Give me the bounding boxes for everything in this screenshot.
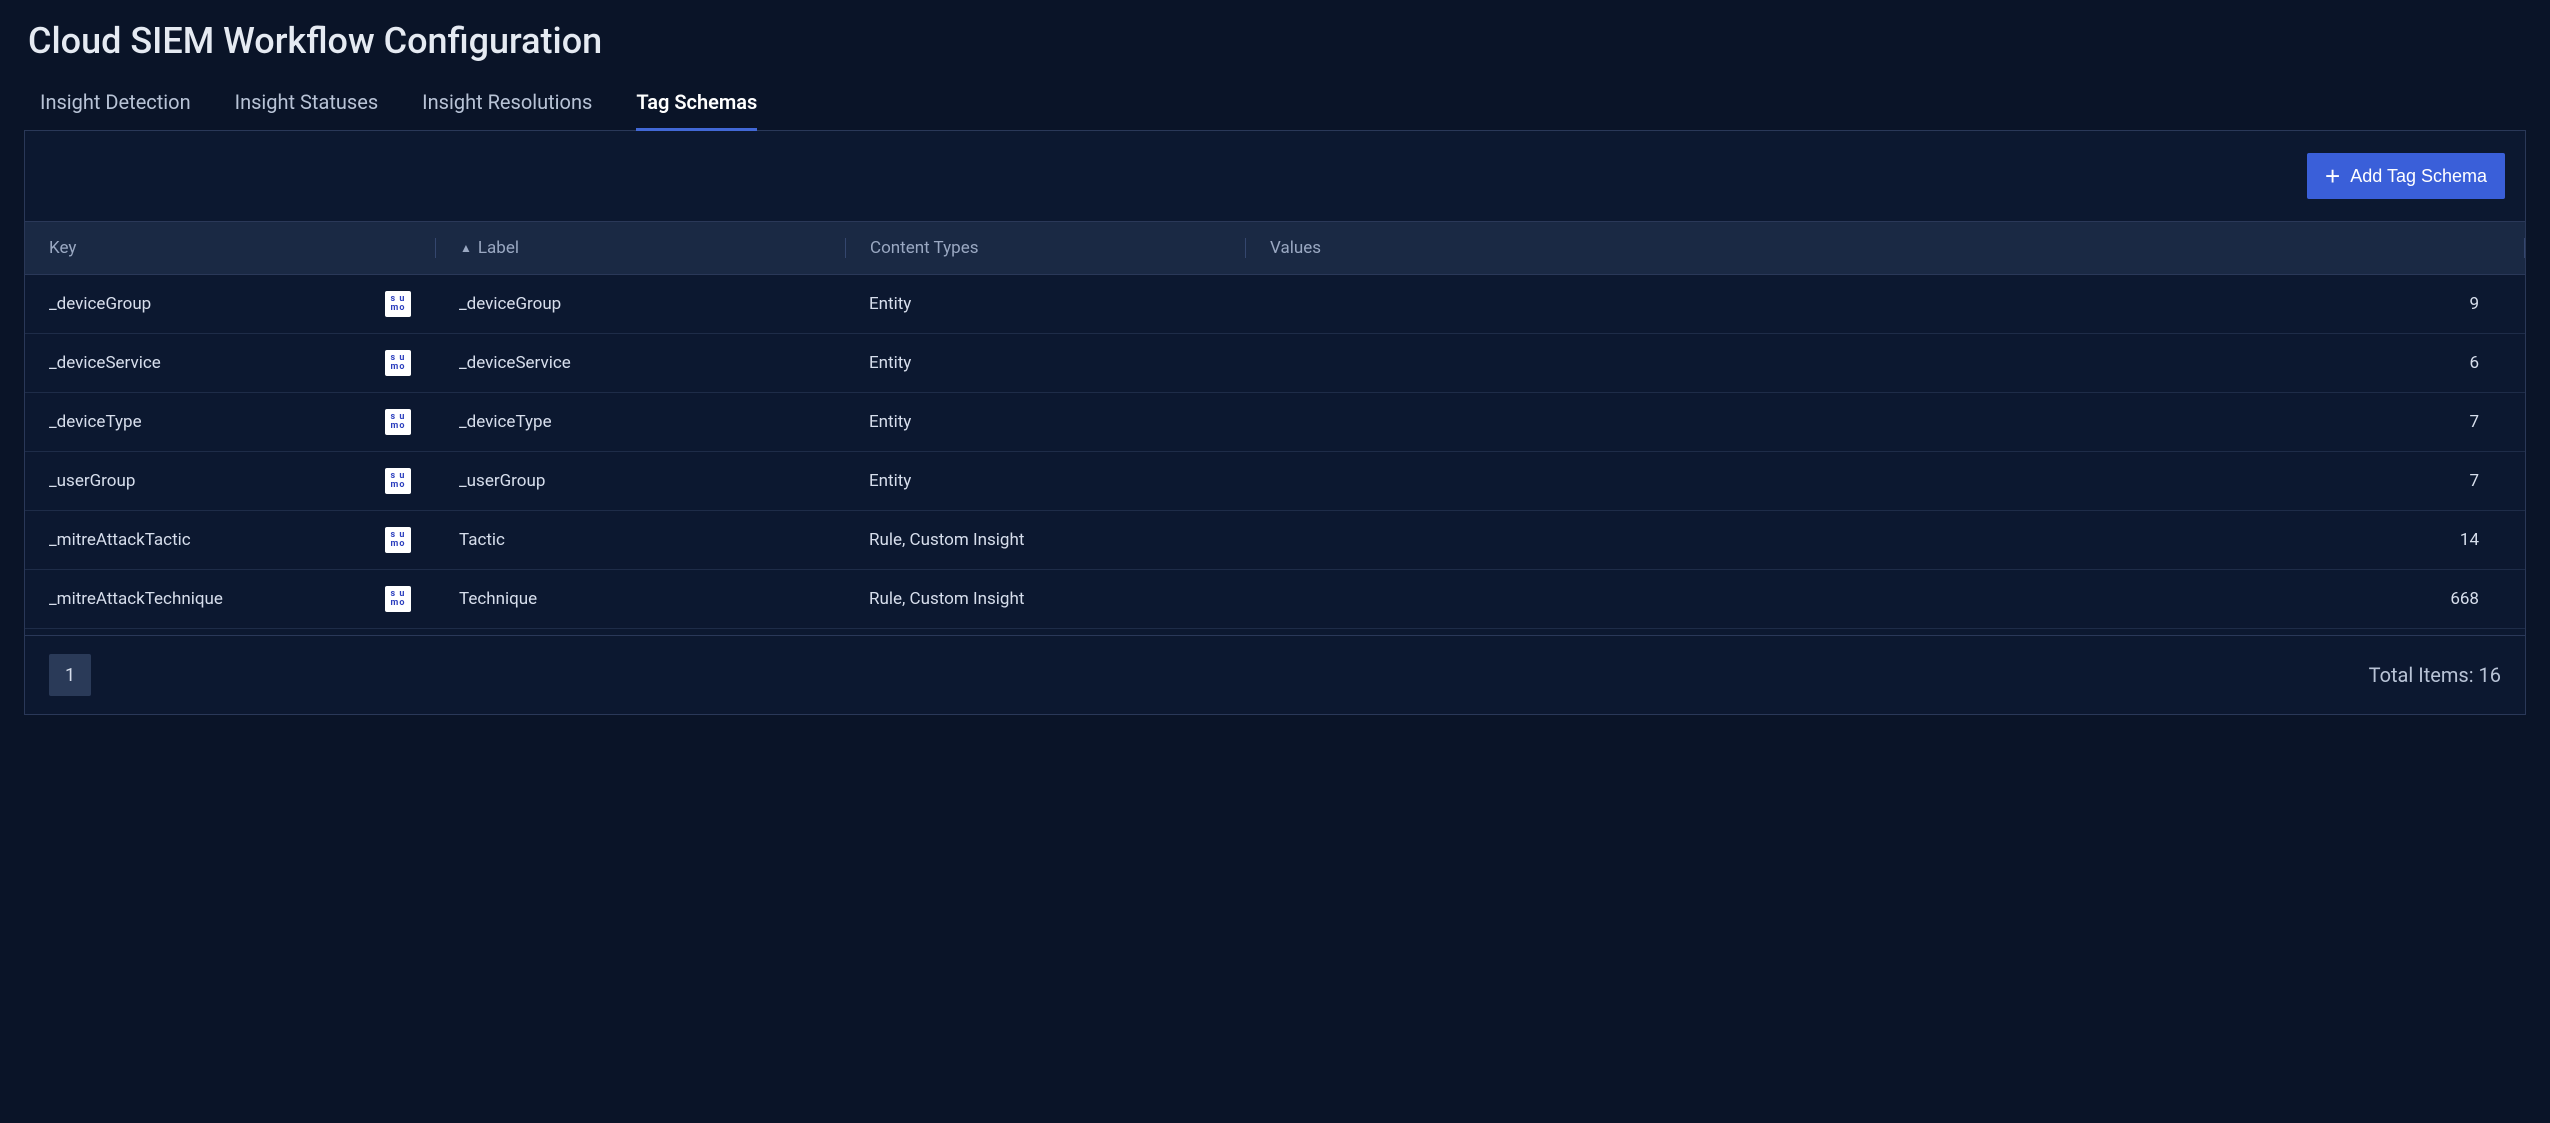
sumo-badge-icon: s umo (385, 527, 411, 553)
cell-key: _deviceType s umo (25, 409, 435, 435)
sumo-badge-icon: s umo (385, 468, 411, 494)
cell-values: 14 (1245, 530, 2525, 550)
add-tag-schema-button[interactable]: + Add Tag Schema (2307, 153, 2505, 199)
sumo-badge-icon: s umo (385, 586, 411, 612)
cell-content-types: Entity (845, 353, 1245, 373)
table-footer: 1 Total Items: 16 (25, 635, 2525, 714)
add-button-label: Add Tag Schema (2350, 166, 2487, 187)
table-row[interactable]: _userGroups umo_userGroupEntity7 (25, 452, 2525, 511)
cell-label: _deviceService (435, 353, 845, 373)
table-row[interactable]: _deviceTypes umo_deviceTypeEntity7 (25, 393, 2525, 452)
column-header-values[interactable]: Values (1245, 238, 2525, 258)
key-text: _mitreAttackTactic (49, 530, 191, 550)
column-header-label[interactable]: ▲ Label (435, 238, 845, 258)
cell-label: Technique (435, 589, 845, 609)
cell-values: 6 (1245, 353, 2525, 373)
tab-insight-resolutions[interactable]: Insight Resolutions (422, 90, 592, 131)
total-items-label: Total Items: 16 (2369, 663, 2501, 687)
sumo-badge-icon: s umo (385, 409, 411, 435)
table-row[interactable]: _deviceServices umo_deviceServiceEntity6 (25, 334, 2525, 393)
key-text: _userGroup (49, 471, 135, 491)
page-title: Cloud SIEM Workflow Configuration (28, 20, 2526, 62)
cell-content-types: Entity (845, 412, 1245, 432)
cell-label: _userGroup (435, 471, 845, 491)
cell-key: _mitreAttackTechnique s umo (25, 586, 435, 612)
cell-key: _mitreAttackTactic s umo (25, 527, 435, 553)
cell-content-types: Entity (845, 471, 1245, 491)
sumo-badge-icon: s umo (385, 291, 411, 317)
cell-values: 668 (1245, 589, 2525, 609)
cell-label: _deviceGroup (435, 294, 845, 314)
cell-values: 7 (1245, 471, 2525, 491)
toolbar: + Add Tag Schema (25, 131, 2525, 221)
cell-key: _userGroup s umo (25, 468, 435, 494)
cell-values: 7 (1245, 412, 2525, 432)
cell-content-types: Entity (845, 294, 1245, 314)
tab-insight-detection[interactable]: Insight Detection (40, 90, 191, 131)
cell-label: Tactic (435, 530, 845, 550)
content-panel: + Add Tag Schema Key ▲ Label Content Typ… (24, 130, 2526, 715)
cell-content-types: Rule, Custom Insight (845, 589, 1245, 609)
table-row[interactable]: _mitreAttackTechnique s umo TechniqueRule,… (25, 570, 2525, 629)
cell-key: _deviceService s umo (25, 350, 435, 376)
key-text: _deviceGroup (49, 294, 151, 314)
column-header-label-text: Label (478, 238, 519, 258)
key-text: _mitreAttackTechnique (49, 589, 223, 609)
sumo-badge-icon: s umo (385, 350, 411, 376)
tab-tag-schemas[interactable]: Tag Schemas (636, 90, 757, 131)
cell-key: _deviceGroup s umo (25, 291, 435, 317)
sort-asc-icon: ▲ (460, 241, 472, 255)
cell-values: 9 (1245, 294, 2525, 314)
key-text: _deviceType (49, 412, 142, 432)
column-header-content-types[interactable]: Content Types (845, 238, 1245, 258)
tabs: Insight Detection Insight Statuses Insig… (40, 90, 2526, 131)
cell-label: _deviceType (435, 412, 845, 432)
table-row[interactable]: _mitreAttackTactic s umo TacticRule, Custo… (25, 511, 2525, 570)
page-number-button[interactable]: 1 (49, 654, 91, 696)
tab-insight-statuses[interactable]: Insight Statuses (235, 90, 379, 131)
plus-icon: + (2325, 163, 2340, 189)
key-text: _deviceService (49, 353, 161, 373)
column-header-key[interactable]: Key (25, 238, 435, 258)
table-row[interactable]: _deviceGroups umo_deviceGroupEntity9 (25, 275, 2525, 334)
cell-content-types: Rule, Custom Insight (845, 530, 1245, 550)
table-header: Key ▲ Label Content Types Values (25, 221, 2525, 275)
table-body: _deviceGroups umo_deviceGroupEntity9_dev… (25, 275, 2525, 629)
